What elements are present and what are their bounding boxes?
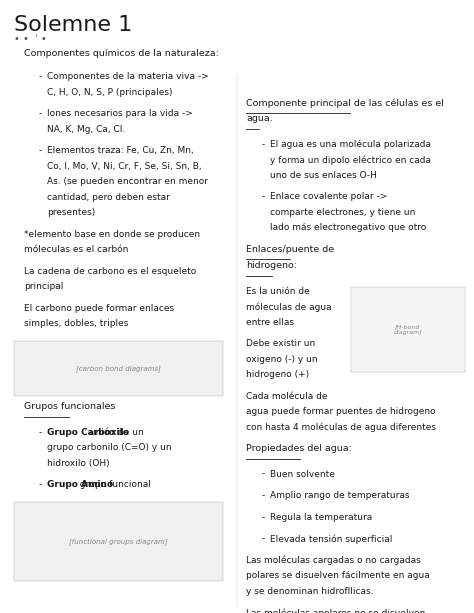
Text: Componentes químicos de la naturaleza:: Componentes químicos de la naturaleza:	[24, 49, 219, 58]
Text: [functional groups diagram]: [functional groups diagram]	[69, 538, 168, 545]
Text: -: -	[39, 72, 42, 82]
Text: comparte electrones, y tiene un: comparte electrones, y tiene un	[270, 208, 416, 217]
Text: Es la unión de: Es la unión de	[246, 287, 310, 295]
Text: Cada molécula de: Cada molécula de	[246, 392, 328, 400]
Text: • •  ˈ •: • • ˈ •	[14, 34, 47, 44]
Text: Propiedades del agua:: Propiedades del agua:	[246, 444, 352, 453]
FancyBboxPatch shape	[14, 341, 223, 396]
Text: Iones necesarios para la vida ->: Iones necesarios para la vida ->	[47, 109, 193, 118]
Text: lado más electronegativo que otro: lado más electronegativo que otro	[270, 223, 427, 232]
Text: -: -	[262, 512, 265, 522]
Text: agua puede formar puentes de hidrogeno: agua puede formar puentes de hidrogeno	[246, 407, 436, 416]
Text: Las moléculas cargadas o no cargadas: Las moléculas cargadas o no cargadas	[246, 556, 421, 565]
Text: As. (se pueden encontrar en menor: As. (se pueden encontrar en menor	[47, 177, 209, 186]
Text: -: -	[262, 491, 265, 500]
FancyBboxPatch shape	[14, 501, 223, 581]
Text: *elemento base en donde se producen: *elemento base en donde se producen	[24, 230, 200, 238]
Text: hidrogeno:: hidrogeno:	[246, 261, 298, 270]
Text: -: -	[262, 140, 265, 149]
FancyBboxPatch shape	[351, 287, 465, 373]
Text: El agua es una molécula polarizada: El agua es una molécula polarizada	[270, 140, 431, 150]
Text: uno de sus enlaces O-H: uno de sus enlaces O-H	[270, 171, 377, 180]
Text: simples, dobles, triples: simples, dobles, triples	[24, 319, 128, 328]
Text: presentes): presentes)	[47, 208, 96, 217]
Text: Componentes de la materia viva ->: Componentes de la materia viva ->	[47, 72, 209, 82]
Text: Elementos traza: Fe, Cu, Zn, Mn,: Elementos traza: Fe, Cu, Zn, Mn,	[47, 147, 194, 155]
Text: [carbon bond diagrams]: [carbon bond diagrams]	[76, 365, 161, 372]
Text: con hasta 4 moléculas de agua diferentes: con hasta 4 moléculas de agua diferentes	[246, 422, 437, 432]
Text: y forma un dipolo eléctrico en cada: y forma un dipolo eléctrico en cada	[270, 155, 431, 165]
Text: La cadena de carbono es el esqueleto: La cadena de carbono es el esqueleto	[24, 267, 196, 276]
Text: [H-bond
diagram]: [H-bond diagram]	[393, 324, 422, 335]
Text: Grupos funcionales: Grupos funcionales	[24, 402, 115, 411]
Text: Enlaces/puente de: Enlaces/puente de	[246, 245, 335, 254]
Text: -: -	[39, 480, 42, 489]
Text: agua.: agua.	[246, 115, 273, 123]
Text: y se denominan hidrofIlicas.: y se denominan hidrofIlicas.	[246, 587, 374, 596]
Text: NA, K, Mg, Ca, Cl.: NA, K, Mg, Ca, Cl.	[47, 125, 126, 134]
Text: Debe existir un: Debe existir un	[246, 339, 316, 348]
Text: -: -	[39, 147, 42, 155]
Text: móleculas es el carbón: móleculas es el carbón	[24, 245, 128, 254]
Text: hidroxilo (OH): hidroxilo (OH)	[47, 459, 110, 468]
Text: Co, I, Mo, V, Ni, Cr, F, Se, Si, Sn, B,: Co, I, Mo, V, Ni, Cr, F, Se, Si, Sn, B,	[47, 162, 202, 171]
Text: -: -	[262, 192, 265, 201]
Text: móleculas de agua: móleculas de agua	[246, 302, 332, 311]
Text: Las moléculas apolares no se disuelven: Las moléculas apolares no se disuelven	[246, 608, 426, 613]
Text: hidrogeno (+): hidrogeno (+)	[246, 370, 310, 379]
Text: C, H, O, N, S, P (principales): C, H, O, N, S, P (principales)	[47, 88, 173, 97]
Text: Enlace covalente polar ->: Enlace covalente polar ->	[270, 192, 388, 201]
Text: Grupo Carboxilo: Grupo Carboxilo	[47, 428, 129, 436]
Text: Amplio rango de temperaturas: Amplio rango de temperaturas	[270, 491, 410, 500]
Text: Solemne 1: Solemne 1	[14, 15, 132, 36]
Text: entre ellas: entre ellas	[246, 318, 294, 327]
Text: Componente principal de las células es el: Componente principal de las células es e…	[246, 98, 444, 107]
Text: -: -	[262, 535, 265, 543]
Text: -: -	[39, 109, 42, 118]
Text: Regula la temperatura: Regula la temperatura	[270, 512, 373, 522]
Text: -: -	[262, 470, 265, 479]
Text: El carbono puede formar enlaces: El carbono puede formar enlaces	[24, 304, 174, 313]
Text: grupo carbonilo (C=O) y un: grupo carbonilo (C=O) y un	[47, 443, 172, 452]
Text: -: -	[39, 428, 42, 436]
Text: : grupo funcional: : grupo funcional	[74, 480, 151, 489]
Text: : unión de un: : unión de un	[84, 428, 144, 436]
Text: cantidad, pero deben estar: cantidad, pero deben estar	[47, 192, 170, 202]
Text: principal: principal	[24, 282, 63, 291]
Text: Elevada tensión superficial: Elevada tensión superficial	[270, 535, 392, 544]
Text: polares se disuelven fácilmente en agua: polares se disuelven fácilmente en agua	[246, 571, 430, 581]
Text: Grupo Amino: Grupo Amino	[47, 480, 114, 489]
Text: Buen solvente: Buen solvente	[270, 470, 335, 479]
Text: oxigeno (-) y un: oxigeno (-) y un	[246, 354, 318, 364]
